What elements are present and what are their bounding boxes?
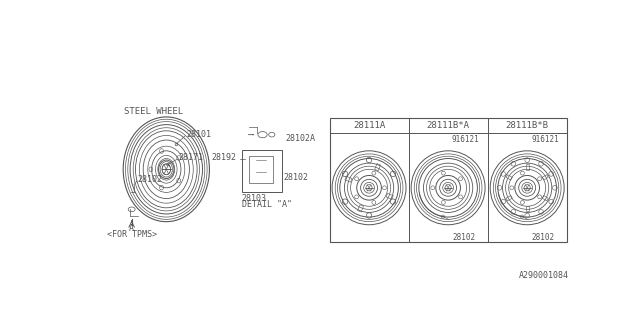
Text: 916121: 916121 — [531, 135, 559, 144]
Text: 28192: 28192 — [211, 153, 236, 162]
Text: 28102A: 28102A — [285, 134, 316, 143]
Text: 28102: 28102 — [531, 233, 554, 242]
Text: <FOR TPMS>: <FOR TPMS> — [107, 230, 157, 239]
Bar — [358, 205, 364, 212]
Text: 28102: 28102 — [138, 175, 163, 184]
Text: 28103: 28103 — [242, 194, 267, 203]
Bar — [242, 150, 282, 192]
Text: 28102: 28102 — [452, 233, 475, 242]
FancyArrowPatch shape — [248, 134, 253, 135]
Text: 28111B*B: 28111B*B — [506, 121, 548, 130]
Bar — [386, 193, 393, 199]
Bar — [542, 175, 548, 180]
Bar — [525, 206, 529, 211]
Bar — [374, 164, 381, 171]
Bar — [250, 156, 273, 183]
Bar — [506, 175, 512, 180]
Text: A290001084: A290001084 — [518, 271, 568, 280]
Bar — [330, 118, 566, 243]
Bar — [525, 164, 529, 170]
Text: 28102: 28102 — [284, 172, 308, 181]
Text: STEEL WHEEL: STEEL WHEEL — [124, 107, 183, 116]
Text: A: A — [129, 224, 134, 233]
Text: 28101: 28101 — [186, 130, 211, 139]
Text: 28111B*A: 28111B*A — [427, 121, 470, 130]
Text: 916121: 916121 — [452, 135, 480, 144]
Text: 28171: 28171 — [179, 153, 204, 162]
Bar — [345, 176, 352, 182]
Text: 28111A: 28111A — [353, 121, 385, 130]
Bar — [542, 196, 548, 201]
Text: DETAIL "A": DETAIL "A" — [242, 200, 292, 209]
Bar — [506, 196, 512, 201]
